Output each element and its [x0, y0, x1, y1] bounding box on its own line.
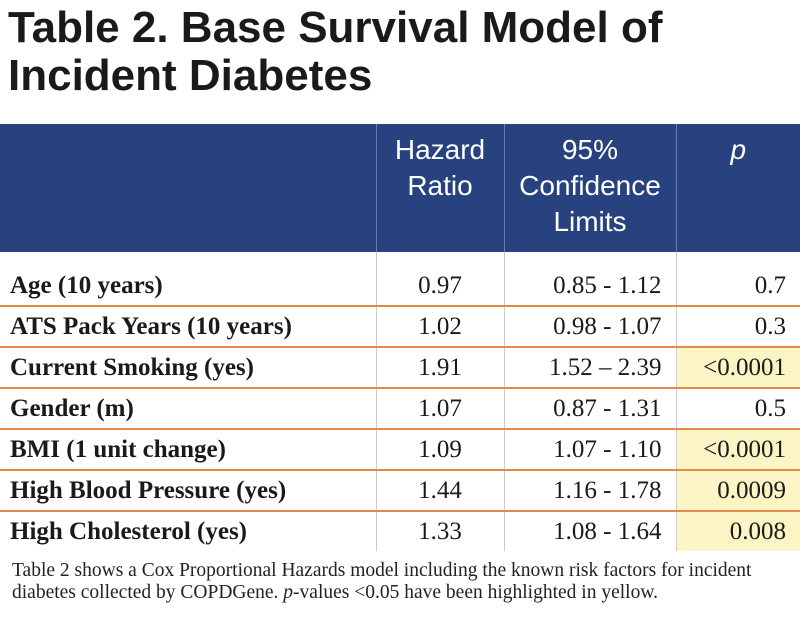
- confidence-limits-cell: 1.52 – 2.39: [503, 347, 676, 389]
- hazard-ratio-cell: 0.97: [375, 252, 504, 307]
- caption-p-italic: p: [283, 582, 294, 603]
- table-row: High Blood Pressure (yes) 1.44 1.16 - 1.78…: [0, 470, 800, 512]
- header-variable: [0, 124, 376, 252]
- row-label: ATS Pack Years (10 years): [0, 306, 376, 348]
- row-label: Age (10 years): [0, 252, 376, 307]
- hazard-ratio-cell: 1.02: [375, 306, 504, 348]
- confidence-limits-cell: 0.98 - 1.07: [503, 306, 676, 348]
- p-value-cell: 0.0009: [675, 470, 800, 512]
- row-label: High Blood Pressure (yes): [0, 470, 376, 512]
- row-label: BMI (1 unit change): [0, 429, 376, 471]
- table-row: Age (10 years) 0.97 0.85 - 1.12 0.7: [0, 252, 800, 307]
- table-row: BMI (1 unit change) 1.09 1.07 - 1.10 <0.000…: [0, 429, 800, 471]
- table-caption: Table 2 shows a Cox Proportional Hazards…: [12, 560, 794, 644]
- confidence-limits-cell: 0.87 - 1.31: [503, 388, 676, 430]
- hazard-ratio-cell: 1.91: [375, 347, 504, 389]
- header-ci-line1: 95%: [561, 134, 619, 165]
- p-value-cell: 0.3: [675, 306, 800, 348]
- table-row: Gender (m) 1.07 0.87 - 1.31 0.5: [0, 388, 800, 430]
- table-header: Hazard Ratio 95% Confidence Limits p: [0, 124, 800, 252]
- row-label: Gender (m): [0, 388, 376, 430]
- page-title: Table 2. Base Survival Model of Incident…: [8, 3, 663, 100]
- header-hr-line1: Hazard: [394, 134, 486, 165]
- p-value-cell: 0.7: [675, 252, 800, 307]
- hazard-ratio-cell: 1.09: [375, 429, 504, 471]
- p-value-cell: 0.008: [675, 511, 800, 551]
- row-label: High Cholesterol (yes): [10, 517, 248, 545]
- table-row: High Cholesterol (yes) 1.33 1.08 - 1.64 0.0…: [0, 511, 800, 551]
- table-body: Age (10 years) 0.97 0.85 - 1.12 0.7 ATS Pack…: [0, 252, 800, 551]
- header-hazard-ratio: Hazard Ratio: [375, 124, 504, 252]
- results-table: Hazard Ratio 95% Confidence Limits p Age…: [0, 124, 800, 551]
- confidence-limits-cell: 1.08 - 1.64: [503, 511, 676, 551]
- confidence-limits-cell: 0.85 - 1.12: [503, 252, 676, 307]
- header-p-value: p: [675, 124, 800, 252]
- caption-text-1: Table 2 shows a Cox Proportional Hazards…: [12, 560, 752, 603]
- p-value-cell: 0.5: [675, 388, 800, 430]
- confidence-limits-cell: 1.16 - 1.78: [503, 470, 676, 512]
- header-confidence-limits: 95% Confidence Limits: [503, 124, 676, 252]
- row-label: Current Smoking (yes): [0, 347, 376, 389]
- hazard-ratio-cell: 1.44: [375, 470, 504, 512]
- hazard-ratio-cell: 1.07: [375, 388, 504, 430]
- header-ci-line2: Confidence: [519, 170, 661, 201]
- p-value-cell: <0.0001: [675, 347, 800, 389]
- header-hr-line2: Ratio: [407, 170, 473, 201]
- confidence-limits-cell: 1.07 - 1.10: [503, 429, 676, 471]
- caption-text-2: -values <0.05 have been highlighted in y…: [293, 582, 659, 603]
- p-value-cell: <0.0001: [675, 429, 800, 471]
- table-row: ATS Pack Years (10 years) 1.02 0.98 - 1.07…: [0, 306, 800, 348]
- table-row: Current Smoking (yes) 1.91 1.52 – 2.39 <0.0…: [0, 347, 800, 389]
- hazard-ratio-cell: 1.33: [375, 511, 504, 551]
- header-ci-line3: Limits: [553, 206, 627, 237]
